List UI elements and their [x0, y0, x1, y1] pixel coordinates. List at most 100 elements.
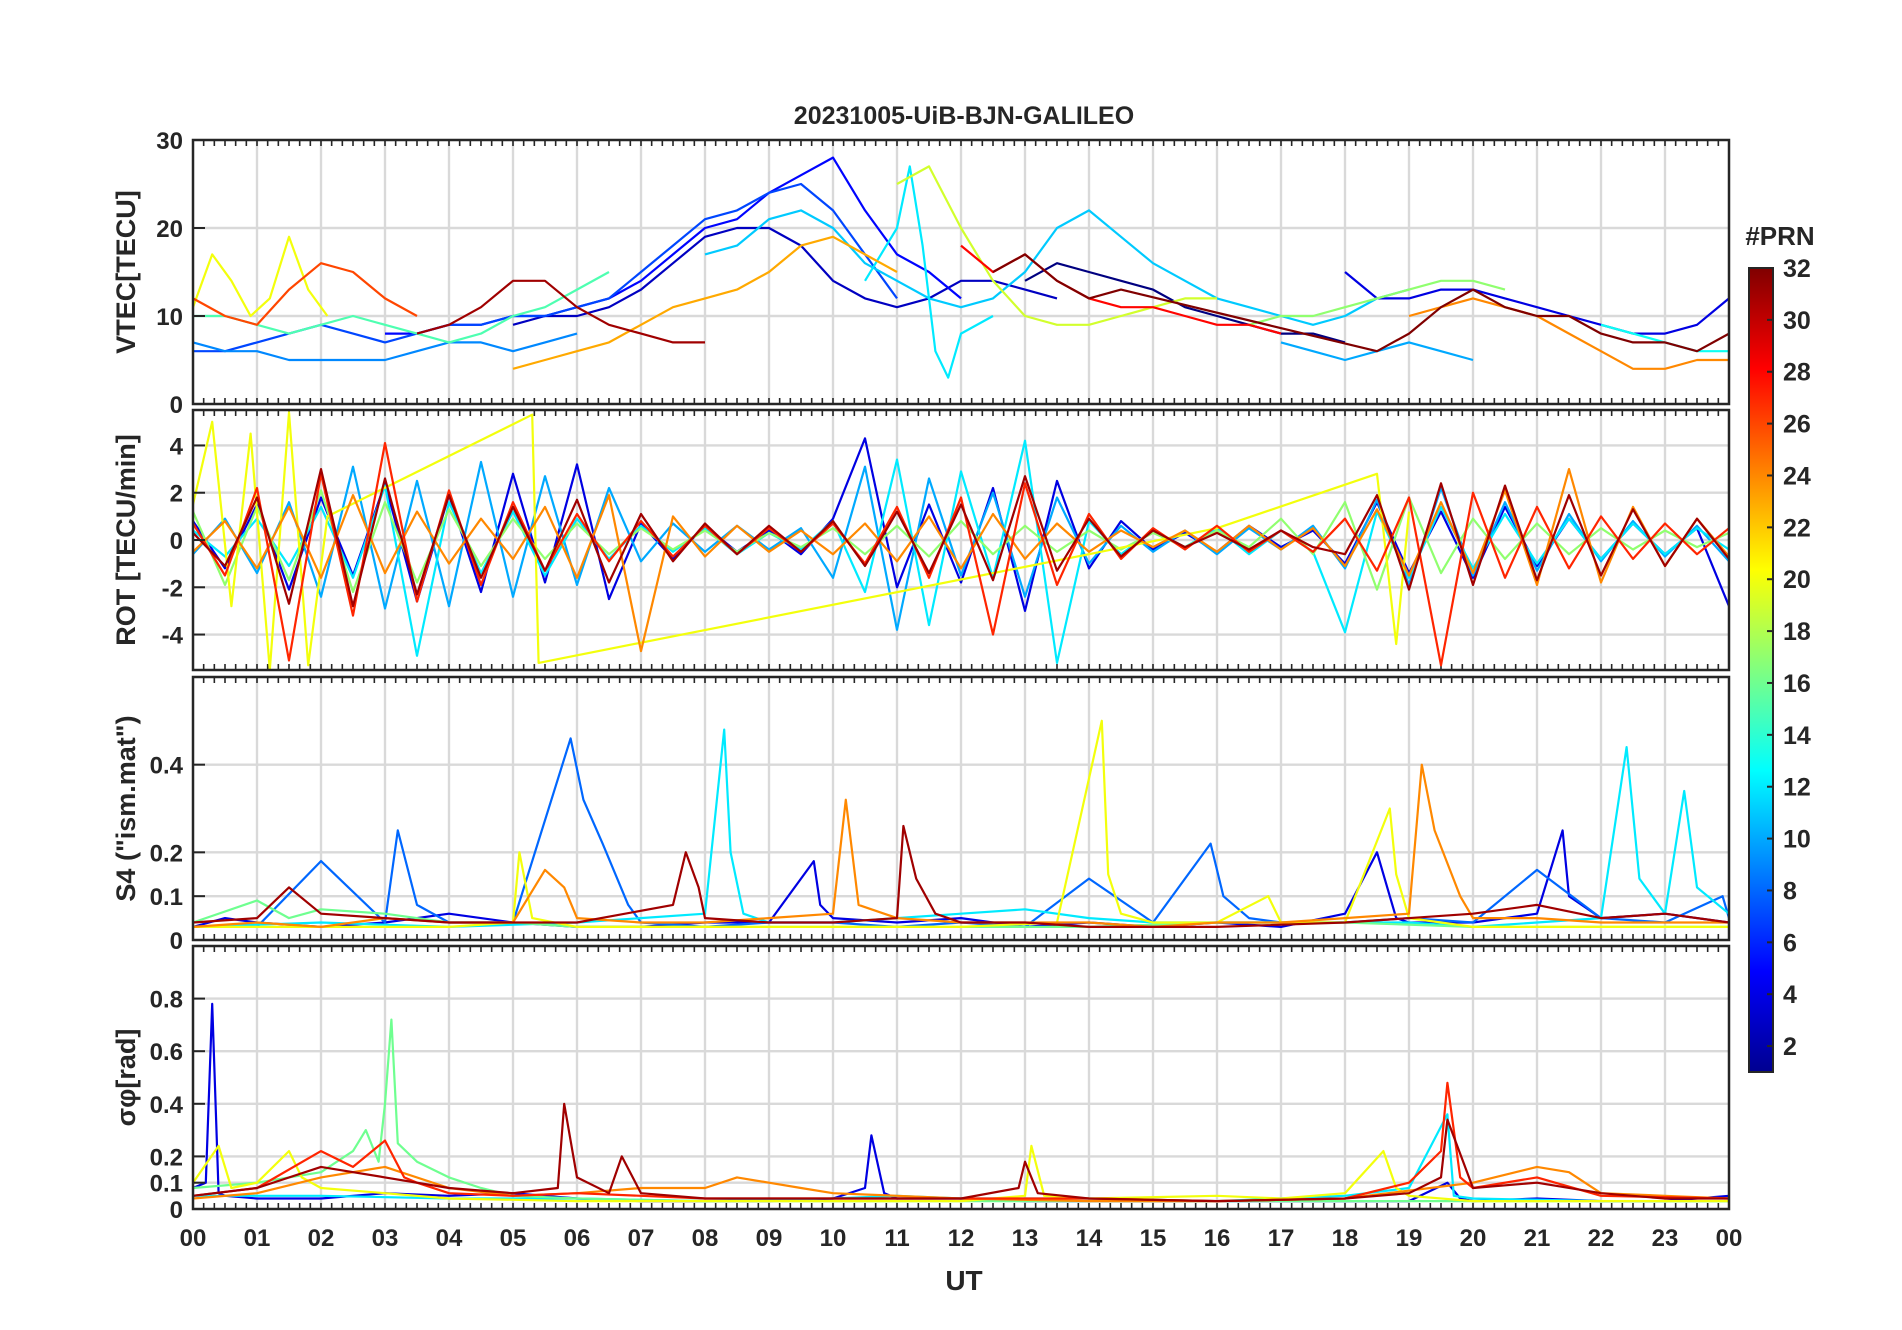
series-line-prn-24	[192, 1165, 1730, 1203]
plot-frame	[191, 944, 1731, 1211]
y-tick-label: 0.8	[150, 987, 183, 1014]
x-tick-label: 12	[948, 1225, 975, 1252]
series-line-prn-23	[512, 235, 898, 370]
y-tick-label: 2	[170, 481, 183, 508]
x-tick-label: 05	[500, 1225, 527, 1252]
colorbar-tick-label: 12	[1783, 774, 1811, 802]
y-tick-label: 0.4	[150, 1092, 184, 1119]
colorbar-tick-label: 24	[1783, 462, 1811, 490]
colorbar-tick-label: 10	[1783, 826, 1811, 854]
y-tick-label: 0.1	[150, 1171, 183, 1198]
colorbar-tick-label: 32	[1783, 255, 1811, 283]
series-line-prn-20	[191, 235, 329, 318]
x-tick-label: 14	[1076, 1225, 1103, 1252]
plot-frame	[191, 675, 1731, 942]
series-line-prn-3	[512, 226, 1058, 326]
y-axis-label: σφ[rad]	[111, 1029, 141, 1127]
y-tick-label: 0	[170, 528, 183, 555]
y-tick-label: -2	[162, 575, 183, 602]
x-tick-label: 20	[1460, 1225, 1487, 1252]
series-line-prn-32	[992, 253, 1730, 353]
colorbar-tick-label: 2	[1783, 1033, 1797, 1061]
colorbar-tick-label: 16	[1783, 670, 1811, 698]
series-line-prn-20	[193, 719, 1729, 929]
x-tick-label: 04	[436, 1225, 463, 1252]
series-line-prn-19	[896, 165, 1217, 326]
series-line-prn-9	[192, 332, 578, 362]
x-tick-label: 22	[1588, 1225, 1615, 1252]
series-line-prn-17	[191, 489, 1730, 594]
x-tick-label: 18	[1332, 1225, 1359, 1252]
series-line-prn-24	[192, 468, 1730, 653]
x-tick-label: 03	[372, 1225, 399, 1252]
series-line-prn-31	[416, 279, 705, 344]
panel-s4: 0 0.1 0.2 0.4 S4 ("ism.mat")	[111, 675, 1731, 955]
x-tick-label: 23	[1652, 1225, 1679, 1252]
y-tick-label: 0.2	[150, 840, 183, 867]
y-tick-label: 0.6	[150, 1039, 183, 1066]
y-tick-label: -4	[162, 623, 184, 650]
series-line-prn-7	[193, 182, 898, 353]
series-line-prn-15	[193, 271, 610, 344]
x-tick-label: 07	[628, 1225, 655, 1252]
panel-rot: -4 -2 0 2 4 ROT [TECU/min]	[111, 408, 1731, 672]
series-line-prn-12	[192, 439, 1730, 665]
x-tick-label: 10	[820, 1225, 847, 1252]
y-axis-label: S4 ("ism.mat")	[111, 715, 141, 901]
x-tick-label: 00	[180, 1225, 207, 1252]
plot-frame	[191, 138, 1731, 406]
series-line-prn-24	[192, 763, 1729, 929]
y-tick-label: 0	[170, 928, 183, 955]
colorbar-tick-label: 26	[1783, 411, 1811, 439]
x-tick-label: 21	[1524, 1225, 1551, 1252]
series-line-prn-11	[704, 209, 1410, 326]
series-line-prn-17	[1248, 279, 1506, 326]
series-line-prn-10	[192, 460, 1730, 631]
x-tick-label: 11	[884, 1225, 909, 1252]
y-tick-label: 0.4	[150, 753, 184, 780]
series-line-prn-31	[192, 468, 1730, 608]
panel-vtec: 0 10 20 30 VTEC[TECU]	[111, 128, 1731, 419]
colorbar-label: #PRN	[1745, 221, 1814, 251]
y-tick-label: 20	[156, 216, 183, 243]
x-tick-label: 19	[1396, 1225, 1423, 1252]
x-tick-label: 02	[308, 1225, 335, 1252]
series-line-prn-12	[192, 728, 1730, 929]
colorbar-tick-label: 6	[1783, 929, 1797, 957]
colorbar-tick-label: 14	[1783, 722, 1811, 750]
x-tick-label: 15	[1140, 1225, 1167, 1252]
colorbar-tick-label: 22	[1783, 514, 1811, 542]
y-axis-label: ROT [TECU/min]	[111, 434, 141, 645]
colorbar-tick-label: 18	[1783, 618, 1811, 646]
y-tick-label: 4	[170, 433, 184, 460]
series-line-prn-26	[192, 262, 418, 326]
x-tick-label: 01	[244, 1225, 271, 1252]
x-tick-label: 13	[1012, 1225, 1039, 1252]
series-line-prn-24	[1408, 297, 1729, 370]
series-line-prn-27	[192, 442, 1730, 667]
x-tick-label: 06	[564, 1225, 591, 1252]
x-tick-label: 17	[1268, 1225, 1295, 1252]
colorbar-tick-label: 4	[1783, 981, 1797, 1009]
series-line-prn-31	[192, 824, 1730, 929]
y-tick-label: 0	[170, 392, 183, 419]
x-tick-label: 08	[692, 1225, 719, 1252]
series-line-prn-20	[191, 411, 1411, 672]
series-line-prn-12	[864, 165, 994, 379]
x-tick-label: 00	[1716, 1225, 1743, 1252]
series-line-prn-1	[1024, 262, 1346, 344]
colorbar-tick-label: 20	[1783, 566, 1811, 594]
y-tick-label: 0	[170, 1197, 183, 1224]
panel-sigma: 00.10.2 0.4 0.6 0.8 σφ[rad]	[111, 944, 1731, 1224]
y-axis-label: VTEC[TECU]	[111, 190, 141, 354]
series-line-prn-4	[192, 1002, 1730, 1203]
y-tick-label: 10	[156, 304, 183, 331]
x-axis-label: UT	[945, 1265, 982, 1296]
colorbar-tick-label: 30	[1783, 307, 1811, 335]
y-tick-label: 0.1	[150, 884, 183, 911]
colorbar-gradient	[1748, 267, 1774, 1073]
y-tick-label: 0.2	[150, 1144, 183, 1171]
